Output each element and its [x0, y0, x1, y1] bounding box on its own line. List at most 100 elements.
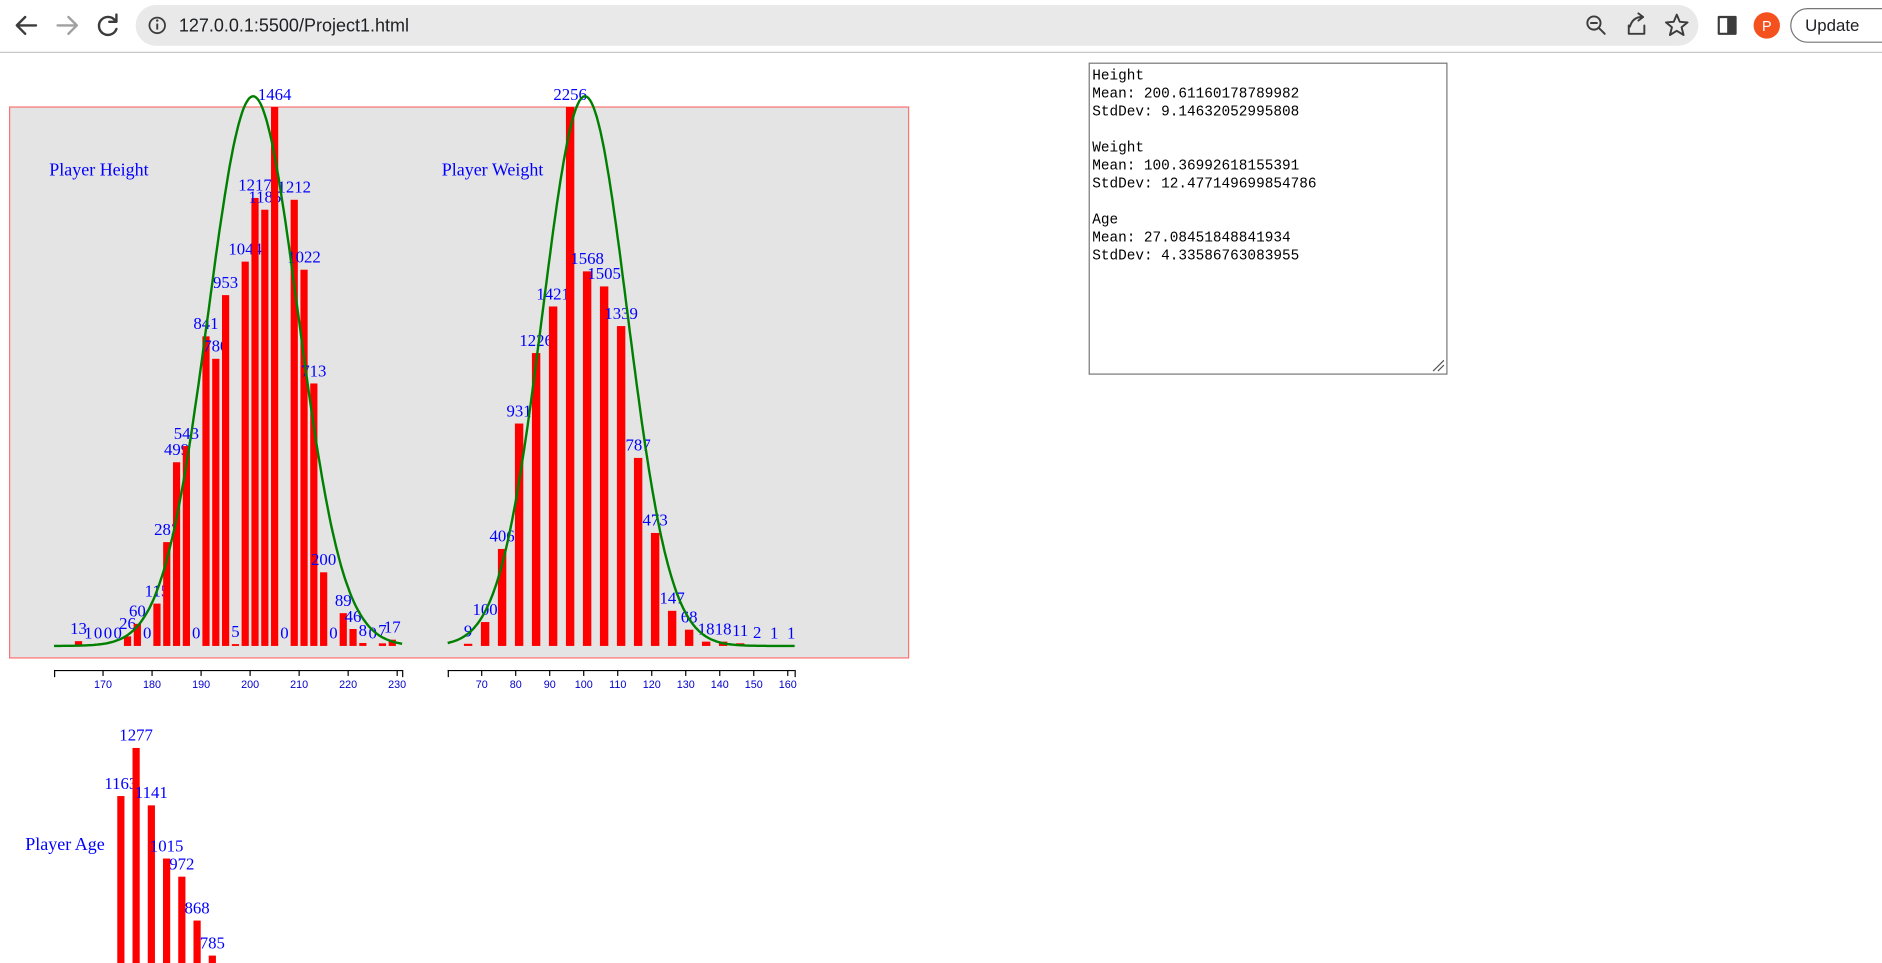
bar — [133, 623, 141, 646]
value-label: 200 — [311, 550, 336, 569]
stats-heading: Weight — [1092, 140, 1144, 156]
back-button[interactable] — [15, 15, 38, 36]
stats-stddev: StdDev: 4.33586763083955 — [1092, 248, 1299, 264]
normal-curve — [447, 94, 795, 648]
value-label: 1464 — [258, 85, 292, 104]
bar — [616, 326, 626, 646]
mean-label: Mean: — [1092, 158, 1135, 174]
stats-text: Height Mean: 200.61160178789982 StdDev: 9.14… — [1092, 68, 1316, 264]
x-tick-label: 150 — [745, 679, 763, 691]
value-label: 0 — [94, 624, 102, 643]
histogram: Player Age771163127711411015972868785 — [25, 726, 225, 963]
bar — [162, 858, 171, 963]
value-label: 543 — [174, 424, 199, 443]
x-tick-label: 230 — [388, 679, 406, 691]
x-tick-label: 120 — [643, 679, 661, 691]
stddev-label: StdDev: — [1092, 104, 1152, 120]
stats-mean: Mean: 27.08451848841934 — [1092, 230, 1290, 246]
value-label: 7 — [378, 621, 386, 640]
bar — [378, 643, 387, 646]
bar — [153, 603, 161, 646]
bar — [212, 358, 220, 646]
value-label: 2256 — [553, 85, 587, 104]
bar — [241, 261, 249, 646]
bar — [123, 636, 132, 646]
value-label: 1015 — [150, 836, 184, 855]
value-label: 0 — [368, 624, 376, 643]
x-tick-label: 90 — [544, 679, 556, 691]
x-tick-label: 160 — [779, 679, 797, 691]
mean-label: Mean: — [1092, 230, 1135, 246]
stddev-value: 9.14632052995808 — [1161, 104, 1299, 120]
zoom-icon[interactable] — [1586, 15, 1606, 35]
value-label: 2 — [753, 623, 761, 642]
bar — [271, 107, 279, 646]
value-label: 17 — [384, 617, 401, 636]
update-label: Update — [1805, 16, 1859, 35]
bar — [163, 542, 171, 646]
bar — [117, 796, 125, 963]
bar — [480, 622, 490, 646]
value-label: 972 — [169, 854, 194, 873]
side-panel-button[interactable] — [1717, 15, 1737, 35]
value-label: 1212 — [277, 178, 311, 197]
stddev-value: 12.477149699854786 — [1161, 176, 1316, 192]
stddev-label: StdDev: — [1092, 176, 1152, 192]
url-text[interactable]: 127.0.0.1:5500/Project1.html — [179, 15, 409, 35]
value-label: 1022 — [287, 248, 321, 267]
bar — [74, 641, 83, 646]
value-label: 1 — [770, 623, 778, 642]
forward-button[interactable] — [56, 15, 79, 36]
bar — [667, 610, 677, 646]
value-label: 60 — [129, 602, 146, 621]
update-button[interactable]: Update — [1790, 8, 1882, 43]
bar — [359, 642, 367, 646]
bar — [231, 644, 240, 646]
value-label: 13 — [70, 619, 87, 638]
site-info-icon[interactable] — [148, 16, 166, 35]
value-label: 1217 — [238, 176, 272, 195]
stddev-label: StdDev: — [1092, 248, 1152, 264]
bar — [388, 639, 396, 646]
x-tick-label: 140 — [711, 679, 729, 691]
value-label: 46 — [345, 607, 362, 626]
value-label: 1421 — [536, 284, 570, 303]
mean-value: 200.61160178789982 — [1144, 86, 1299, 102]
stats-stddev: StdDev: 12.477149699854786 — [1092, 176, 1316, 192]
address-bar[interactable] — [135, 4, 1699, 46]
bar — [650, 532, 660, 646]
x-tick-label: 130 — [677, 679, 695, 691]
value-label: 1277 — [119, 726, 153, 745]
value-label: 147 — [660, 589, 685, 608]
normal-curve — [54, 95, 403, 648]
value-label: 0 — [280, 624, 288, 643]
bar — [599, 286, 609, 646]
bar — [320, 572, 328, 646]
value-label: 1 — [84, 623, 92, 642]
stddev-value: 4.33586763083955 — [1161, 248, 1299, 264]
profile-initial: P — [1762, 19, 1772, 35]
value-label: 1339 — [604, 304, 638, 323]
bar — [497, 548, 507, 646]
value-label: 9 — [464, 622, 472, 641]
x-tick-label: 170 — [94, 679, 112, 691]
bar — [147, 805, 155, 963]
value-label: 868 — [184, 898, 209, 917]
value-label: 1505 — [587, 264, 621, 283]
profile-button[interactable]: P — [1753, 12, 1780, 39]
stats-textarea[interactable] — [1088, 62, 1448, 375]
bar — [182, 446, 190, 646]
reload-button[interactable] — [97, 13, 118, 37]
bookmark-star[interactable] — [1664, 13, 1689, 36]
plot-panel — [9, 106, 910, 659]
value-label: 5 — [231, 622, 239, 641]
value-label: 11 — [732, 621, 748, 640]
value-label: 473 — [643, 511, 668, 530]
value-label: 0 — [104, 624, 112, 643]
share-icon[interactable] — [1627, 12, 1646, 35]
x-tick-label: 100 — [575, 679, 593, 691]
bar — [339, 613, 347, 646]
